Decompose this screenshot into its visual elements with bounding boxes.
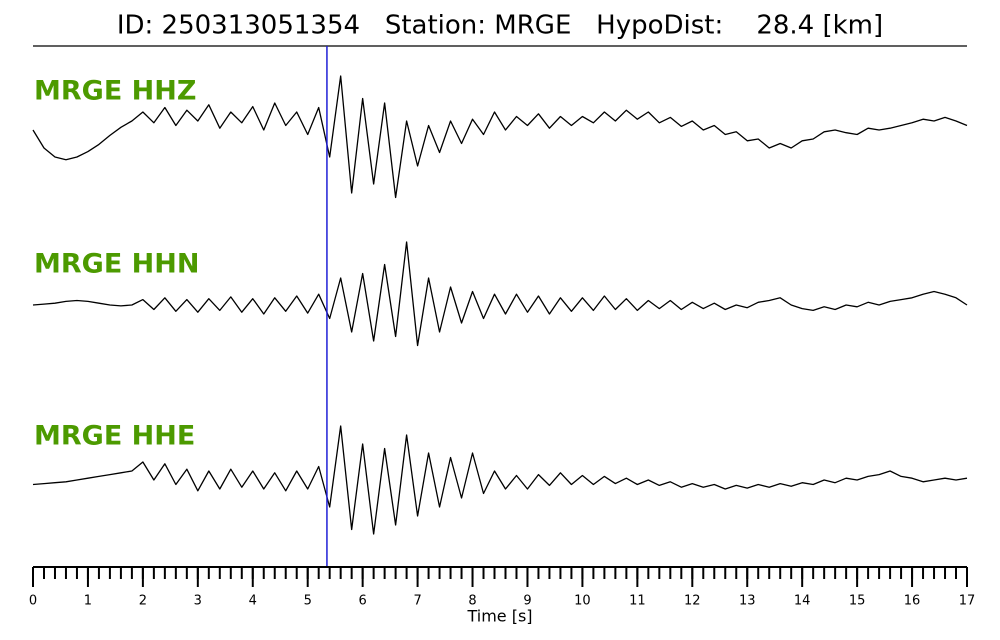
waveform xyxy=(32,241,968,347)
x-tick-label: 7 xyxy=(413,594,421,609)
trace-label: MRGE HHZ xyxy=(34,76,196,107)
x-tick-label: 9 xyxy=(523,594,531,609)
x-tick-label: 10 xyxy=(574,594,591,609)
x-tick-label: 2 xyxy=(139,594,147,609)
trace-label: MRGE HHN xyxy=(34,249,199,280)
x-tick-label: 17 xyxy=(959,594,976,609)
waveform xyxy=(32,75,968,199)
x-tick-label: 4 xyxy=(249,594,257,609)
x-tick-label: 3 xyxy=(194,594,202,609)
x-axis-label: Time [s] xyxy=(466,607,532,626)
x-tick-label: 14 xyxy=(794,594,811,609)
x-tick-label: 11 xyxy=(629,594,646,609)
x-tick-label: 0 xyxy=(29,594,37,609)
waveform xyxy=(32,425,968,535)
x-tick-label: 6 xyxy=(359,594,367,609)
x-tick-label: 13 xyxy=(739,594,756,609)
trace-label: MRGE HHE xyxy=(34,421,195,452)
chart-title: ID: 250313051354 Station: MRGE HypoDist:… xyxy=(117,11,883,41)
x-tick-label: 1 xyxy=(84,594,92,609)
x-tick-label: 8 xyxy=(468,594,476,609)
x-tick-label: 16 xyxy=(904,594,921,609)
x-tick-label: 12 xyxy=(684,594,701,609)
x-tick-label: 5 xyxy=(304,594,312,609)
x-tick-label: 15 xyxy=(849,594,866,609)
